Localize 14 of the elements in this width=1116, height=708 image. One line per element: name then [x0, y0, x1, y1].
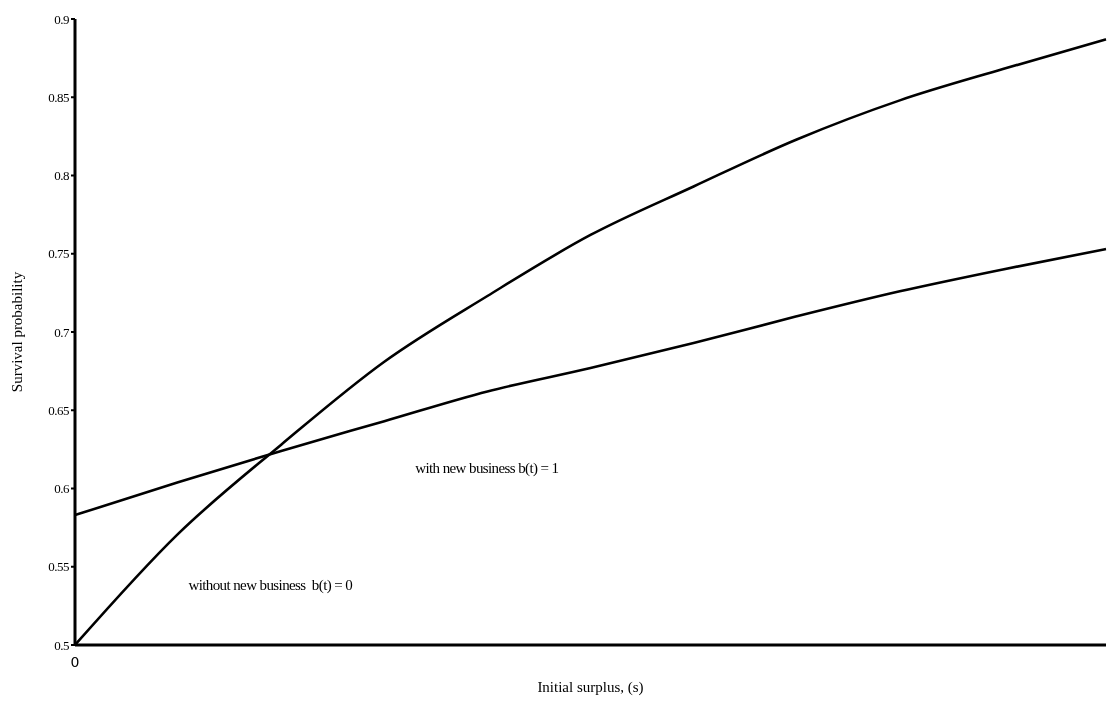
y-tick-label: 0.75: [48, 246, 69, 262]
y-tick-label: 0.85: [48, 89, 69, 105]
y-axis-title: Survival probability: [9, 271, 25, 393]
x-tick-label: 0: [70, 654, 80, 670]
x-axis-title: Initial surplus, (s): [537, 679, 644, 696]
y-tick-label: 0.9: [54, 11, 69, 27]
y-tick-label: 0.5: [54, 637, 69, 653]
y-tick-label: 0.7: [54, 324, 70, 340]
y-tick-label: 0.65: [48, 402, 69, 418]
y-tick-label: 0.8: [54, 168, 69, 184]
annotation: with new business b(t) = 1: [415, 459, 559, 477]
annotation: without new business b(t) = 0: [188, 577, 353, 595]
y-tick-label: 0.55: [48, 559, 69, 575]
y-tick-label: 0.6: [54, 481, 70, 497]
